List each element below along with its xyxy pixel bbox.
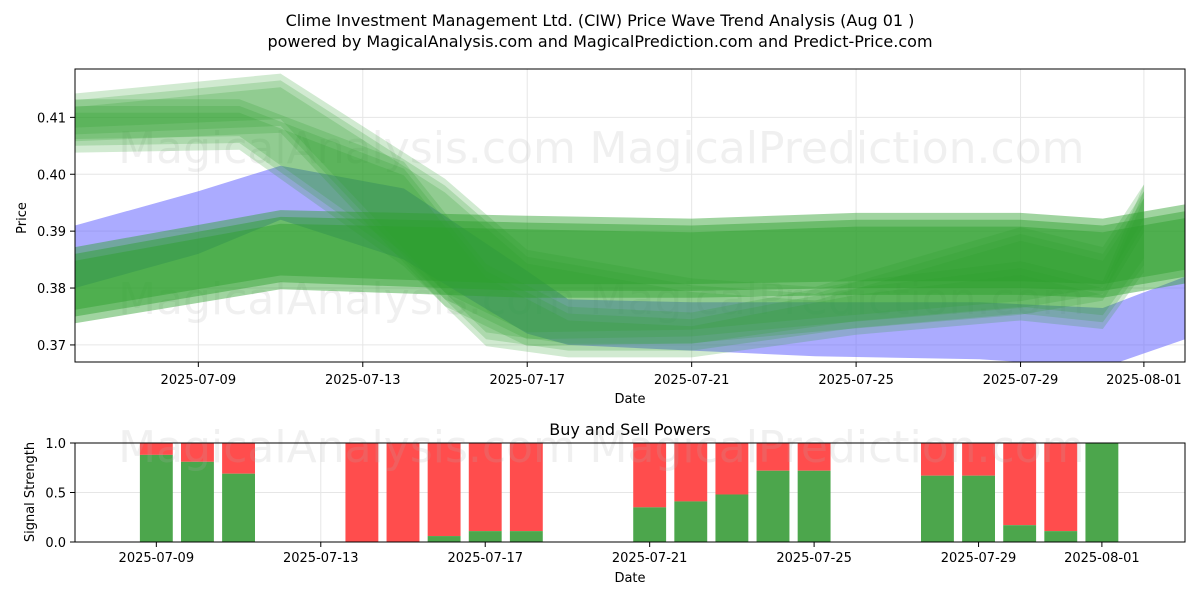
- buy-bar: [633, 507, 667, 542]
- sell-bar: [633, 443, 667, 508]
- sell-bar: [222, 443, 255, 474]
- price-band-green-1-1: [75, 211, 1185, 317]
- sell-bar: [427, 443, 461, 537]
- watermark-analysis-top: MagicalAnalysis.com: [118, 123, 576, 174]
- signal-x-axis-label: Date: [614, 571, 645, 586]
- sell-bar: [139, 443, 173, 455]
- price-plot-frame: [74, 68, 1186, 363]
- sell-bar: [509, 443, 543, 532]
- buy-bar: [715, 494, 749, 542]
- price-y-axis-label: Price: [15, 202, 30, 234]
- watermark-prediction-bottom: MagicalPrediction.com: [590, 422, 1085, 473]
- sell-bar: [797, 443, 831, 471]
- buy-bar: [921, 475, 954, 542]
- price-x-tick-label: 2025-07-29: [983, 373, 1059, 388]
- sell-bar: [1044, 443, 1078, 532]
- buy-bar: [1085, 443, 1119, 542]
- sell-bar: [756, 443, 790, 471]
- signal-x-tick-label: 2025-07-25: [776, 551, 852, 566]
- price-y-tick-label: 0.37: [37, 339, 66, 354]
- price-y-tick-label: 0.40: [37, 168, 66, 183]
- chart-subtitle: powered by MagicalAnalysis.com and Magic…: [267, 32, 932, 51]
- price-band-green-2-2: [75, 73, 1144, 347]
- buy-bar: [222, 473, 255, 542]
- price-band-green-3-0: [75, 112, 1144, 344]
- buy-sell-chart: Buy and Sell Powers MagicalAnalysis.com …: [23, 420, 1186, 586]
- price-x-tick-label: 2025-07-17: [489, 373, 565, 388]
- sell-bar: [345, 443, 379, 542]
- signal-bars: [139, 443, 1119, 542]
- buy-bar: [1044, 531, 1078, 542]
- price-y-ticks: 0.37 0.38 0.39 0.40 0.41: [37, 111, 75, 354]
- signal-x-tick-label: 2025-07-21: [612, 551, 688, 566]
- buy-bar: [181, 461, 214, 542]
- price-y-tick-label: 0.41: [37, 111, 66, 126]
- sell-bar: [386, 443, 420, 542]
- price-x-axis-label: Date: [614, 392, 645, 407]
- buy-bar: [674, 501, 708, 542]
- buy-bar: [756, 470, 790, 542]
- price-band-green-3-2: [75, 99, 1144, 358]
- sell-bar: [181, 443, 214, 462]
- price-band-green-1-2: [75, 204, 1185, 324]
- watermark-analysis-bottom: MagicalAnalysis.com: [118, 422, 576, 473]
- price-band-green-2-1: [75, 80, 1144, 340]
- price-wave-chart: MagicalAnalysis.com MagicalPrediction.co…: [15, 68, 1186, 407]
- price-x-tick-label: 2025-07-09: [161, 373, 237, 388]
- buy-bar: [427, 536, 461, 542]
- signal-x-tick-label: 2025-08-01: [1064, 551, 1140, 566]
- signal-y-tick-label: 1.0: [45, 437, 66, 452]
- signal-y-axis-label: Signal Strength: [23, 442, 38, 542]
- buy-bar: [962, 475, 995, 542]
- buy-sell-title: Buy and Sell Powers: [549, 420, 711, 439]
- buy-bar: [468, 531, 502, 542]
- price-x-tick-label: 2025-07-21: [654, 373, 730, 388]
- chart-title: Clime Investment Management Ltd. (CIW) P…: [286, 11, 915, 30]
- price-band-blue-0-0: [75, 165, 1185, 362]
- sell-bar: [715, 443, 749, 495]
- sell-bar: [962, 443, 995, 476]
- signal-x-tick-label: 2025-07-09: [119, 551, 195, 566]
- price-band-green-3-1: [75, 106, 1144, 351]
- sell-bar: [674, 443, 708, 502]
- price-x-tick-label: 2025-07-25: [818, 373, 894, 388]
- price-bands: [75, 73, 1185, 362]
- buy-bar: [1003, 525, 1037, 542]
- signal-x-ticks: 2025-07-09 2025-07-13 2025-07-17 2025-07-21…: [119, 542, 1140, 566]
- price-y-tick-label: 0.39: [37, 225, 66, 240]
- watermark-prediction-top: MagicalPrediction.com: [590, 123, 1085, 174]
- signal-y-ticks: 0.0 0.5 1.0: [45, 437, 75, 551]
- sell-bar: [468, 443, 502, 532]
- signal-y-tick-label: 0.5: [45, 487, 66, 502]
- sell-bar: [921, 443, 954, 476]
- price-band-green-2-0: [75, 87, 1144, 333]
- price-x-tick-label: 2025-08-01: [1106, 373, 1182, 388]
- buy-bar: [139, 454, 173, 542]
- signal-x-tick-label: 2025-07-17: [447, 551, 523, 566]
- signal-y-tick-label: 0.0: [45, 536, 66, 551]
- sell-bar: [1003, 443, 1037, 526]
- price-y-tick-label: 0.38: [37, 282, 66, 297]
- signal-x-tick-label: 2025-07-29: [941, 551, 1017, 566]
- buy-bar: [797, 470, 831, 542]
- price-x-tick-label: 2025-07-13: [325, 373, 401, 388]
- buy-bar: [509, 531, 543, 542]
- price-band-green-1-0: [75, 218, 1185, 310]
- signal-x-tick-label: 2025-07-13: [283, 551, 359, 566]
- price-x-ticks: 2025-07-09 2025-07-13 2025-07-17 2025-07-21…: [161, 362, 1182, 388]
